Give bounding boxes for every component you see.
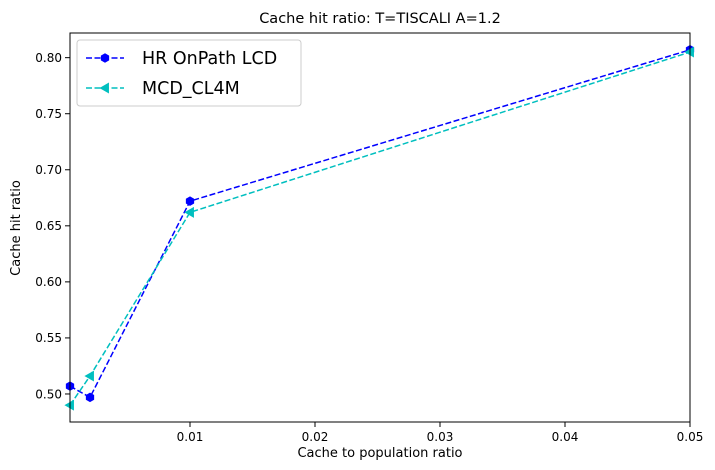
legend-marker-2 bbox=[99, 82, 109, 94]
legend-label-2: MCD_CL4M bbox=[142, 79, 240, 99]
y-tick-label: 0.65 bbox=[35, 219, 62, 233]
y-tick-label: 0.50 bbox=[35, 387, 62, 401]
series-line-1 bbox=[70, 49, 690, 399]
data-point-series-1 bbox=[185, 196, 195, 206]
y-tick-label: 0.70 bbox=[35, 163, 62, 177]
data-point-series-2 bbox=[64, 399, 74, 411]
legend-label-1: HR OnPath LCD bbox=[142, 49, 277, 69]
y-tick-label: 0.75 bbox=[35, 107, 62, 121]
chart-title: Cache hit ratio: T=TISCALI A=1.2 bbox=[259, 11, 501, 27]
x-tick-label: 0.02 bbox=[302, 430, 329, 444]
x-tick-label: 0.01 bbox=[177, 430, 204, 444]
plot-frame bbox=[69, 32, 691, 423]
data-point-series-2 bbox=[684, 46, 694, 58]
x-tick-label: 0.05 bbox=[677, 430, 704, 444]
legend: HR OnPath LCD MCD_CL4M bbox=[76, 39, 302, 107]
x-axis-ticks: 0.01 0.02 0.03 0.04 0.05 bbox=[177, 422, 704, 444]
legend-items: HR OnPath LCD MCD_CL4M bbox=[86, 49, 277, 99]
series-layer bbox=[70, 49, 690, 406]
legend-box bbox=[76, 39, 302, 107]
y-axis-label: Cache hit ratio bbox=[9, 180, 24, 276]
x-tick-label: 0.03 bbox=[427, 430, 454, 444]
y-axis-ticks: 0.50 0.55 0.60 0.65 0.70 0.75 0.80 bbox=[35, 51, 70, 401]
legend-marker-1 bbox=[100, 53, 110, 63]
series-line-2 bbox=[70, 51, 690, 406]
data-point-series-2 bbox=[84, 370, 94, 382]
y-tick-label: 0.55 bbox=[35, 331, 62, 345]
y-tick-label: 0.80 bbox=[35, 51, 62, 65]
data-point-series-1 bbox=[85, 392, 95, 403]
y-tick-label: 0.60 bbox=[35, 275, 62, 289]
data-point-series-2 bbox=[184, 206, 194, 218]
x-tick-label: 0.04 bbox=[552, 430, 579, 444]
x-axis-label: Cache to population ratio bbox=[297, 446, 462, 461]
